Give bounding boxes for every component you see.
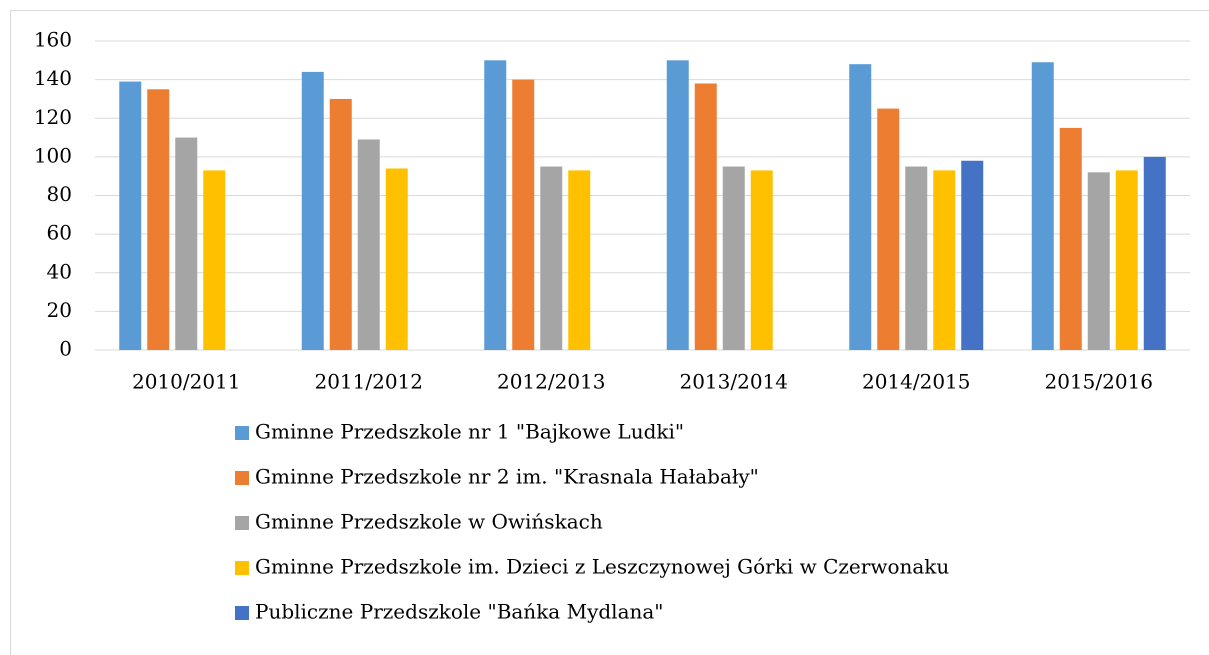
bar [877, 108, 900, 350]
bar [961, 160, 984, 350]
y-tick-label: 0 [59, 337, 72, 361]
legend-swatch [235, 426, 249, 440]
legend-label: Gminne Przedszkole nr 1 "Bajkowe Ludki" [255, 420, 684, 444]
y-tick-label: 160 [34, 28, 72, 52]
chart-frame [10, 10, 1209, 655]
bar [329, 98, 352, 350]
y-tick-label: 40 [47, 259, 72, 283]
bar [119, 81, 142, 351]
legend-swatch [235, 471, 249, 485]
bar [147, 89, 170, 350]
bar [905, 166, 928, 350]
bar [1059, 127, 1082, 350]
x-tick-label: 2010/2011 [132, 370, 241, 394]
bar [540, 166, 563, 350]
bar [512, 79, 535, 350]
bar [933, 170, 956, 350]
bar [357, 139, 380, 350]
bar [1087, 172, 1110, 350]
x-tick-label: 2013/2014 [679, 370, 788, 394]
bar [568, 170, 591, 350]
y-tick-label: 80 [47, 182, 72, 206]
bar [666, 60, 689, 350]
legend-swatch [235, 561, 249, 575]
bar [484, 60, 507, 350]
legend-swatch [235, 606, 249, 620]
y-tick-label: 140 [34, 66, 72, 90]
y-tick-label: 20 [47, 298, 72, 322]
bar [385, 168, 408, 350]
bar [750, 170, 773, 350]
y-tick-label: 120 [34, 105, 72, 129]
bar [722, 166, 745, 350]
bar [694, 83, 717, 351]
x-tick-label: 2014/2015 [862, 370, 971, 394]
bar [1143, 156, 1166, 350]
legend-label: Gminne Przedszkole im. Dzieci z Leszczyn… [255, 555, 949, 579]
bar [301, 71, 324, 351]
x-tick-label: 2011/2012 [314, 370, 423, 394]
legend-swatch [235, 516, 249, 530]
x-tick-label: 2015/2016 [1044, 370, 1153, 394]
legend-label: Publiczne Przedszkole "Bańka Mydlana" [255, 600, 664, 624]
bar [1031, 62, 1054, 351]
y-tick-label: 60 [47, 221, 72, 245]
legend-label: Gminne Przedszkole nr 2 im. "Krasnala Ha… [255, 465, 759, 489]
bar [203, 170, 226, 350]
bar [175, 137, 198, 350]
bar [1115, 170, 1138, 350]
y-tick-label: 100 [34, 143, 72, 167]
x-tick-label: 2012/2013 [497, 370, 606, 394]
bar [849, 64, 872, 351]
legend-label: Gminne Przedszkole w Owińskach [255, 510, 603, 534]
